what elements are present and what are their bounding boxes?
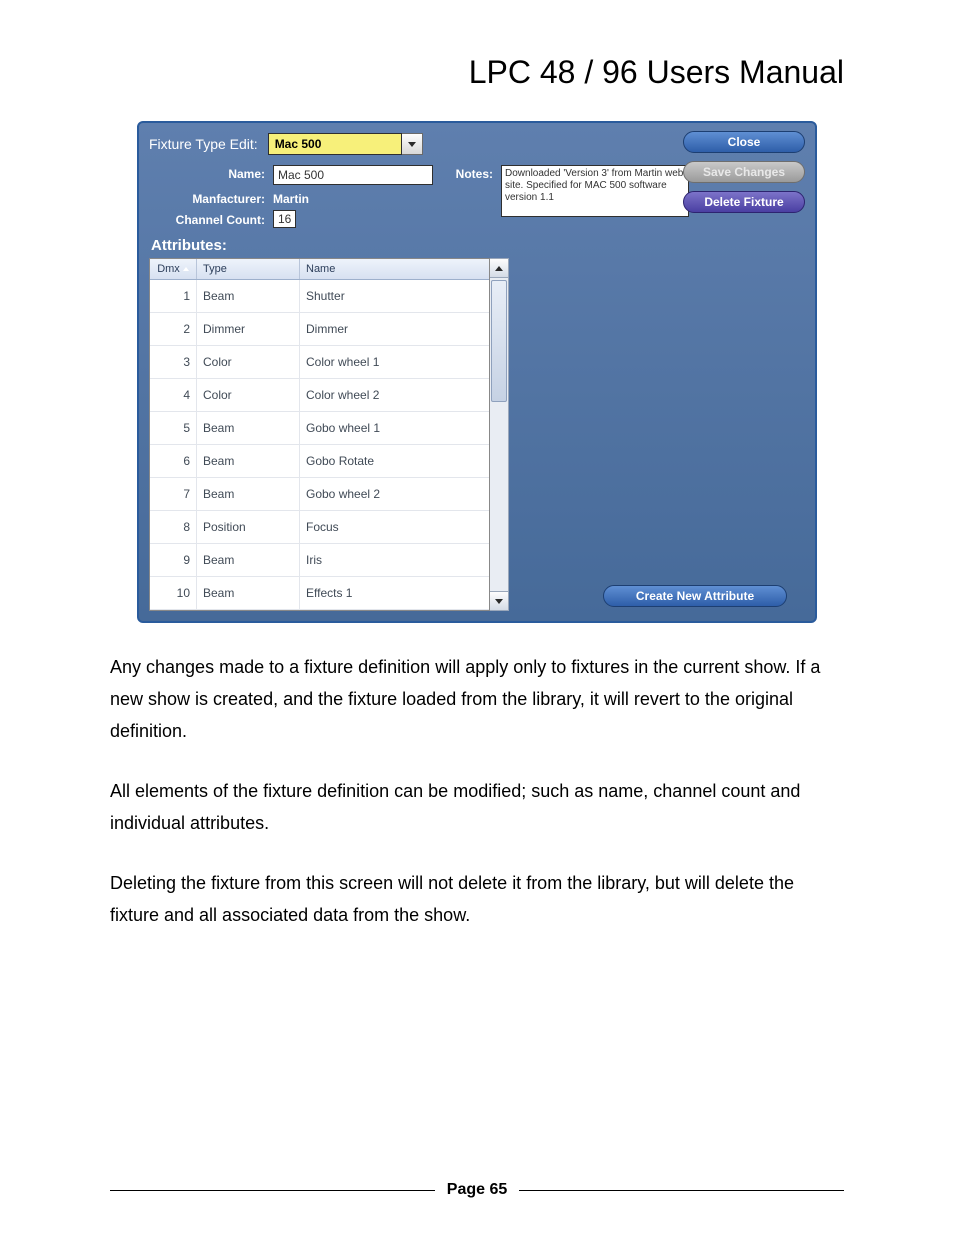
col-name[interactable]: Name [300, 259, 489, 279]
table-row[interactable]: 4ColorColor wheel 2 [150, 379, 489, 412]
footer-rule [110, 1190, 435, 1191]
page-number: Page 65 [447, 1181, 507, 1199]
save-changes-button[interactable]: Save Changes [683, 161, 805, 183]
table-row[interactable]: 2DimmerDimmer [150, 313, 489, 346]
create-attribute-button[interactable]: Create New Attribute [603, 585, 787, 607]
cell-dmx: 5 [150, 412, 197, 444]
create-attribute-wrap: Create New Attribute [603, 585, 787, 607]
cell-type: Color [197, 346, 300, 378]
cell-type: Beam [197, 280, 300, 312]
cell-name: Iris [300, 544, 489, 576]
cell-type: Position [197, 511, 300, 543]
scroll-down-button[interactable] [490, 591, 508, 610]
cell-dmx: 9 [150, 544, 197, 576]
manufacturer-value: Martin [273, 190, 433, 206]
table-row[interactable]: 6BeamGobo Rotate [150, 445, 489, 478]
fixture-dropdown[interactable]: Mac 500 [268, 133, 423, 155]
cell-name: Shutter [300, 280, 489, 312]
channel-count-input[interactable]: 16 [273, 210, 296, 228]
cell-dmx: 10 [150, 577, 197, 609]
name-input[interactable]: Mac 500 [273, 165, 433, 185]
close-button[interactable]: Close [683, 131, 805, 153]
notes-textarea[interactable]: Downloaded 'Version 3' from Martin web s… [501, 165, 689, 217]
cell-type: Beam [197, 445, 300, 477]
table-scrollbar[interactable] [490, 258, 509, 611]
cell-dmx: 4 [150, 379, 197, 411]
cell-dmx: 7 [150, 478, 197, 510]
triangle-up-icon [495, 266, 503, 271]
table-header: Dmx Type Name [150, 259, 489, 280]
table-row[interactable]: 1BeamShutter [150, 280, 489, 313]
cell-dmx: 2 [150, 313, 197, 345]
name-label: Name: [149, 165, 269, 181]
paragraph: Any changes made to a fixture definition… [110, 651, 844, 747]
window-title: Fixture Type Edit: [149, 136, 258, 152]
body-text: Any changes made to a fixture definition… [110, 651, 844, 931]
fixture-dropdown-button[interactable] [402, 133, 423, 155]
document-title: LPC 48 / 96 Users Manual [110, 54, 844, 91]
scroll-track[interactable] [490, 278, 508, 591]
attributes-table: Dmx Type Name 1BeamShutter2DimmerDimmer3… [149, 258, 490, 611]
scroll-thumb[interactable] [491, 280, 507, 402]
notes-label: Notes: [437, 165, 497, 181]
cell-dmx: 6 [150, 445, 197, 477]
col-type[interactable]: Type [197, 259, 300, 279]
cell-name: Gobo wheel 1 [300, 412, 489, 444]
cell-type: Beam [197, 478, 300, 510]
cell-name: Effects 1 [300, 577, 489, 609]
table-row[interactable]: 9BeamIris [150, 544, 489, 577]
table-row[interactable]: 8PositionFocus [150, 511, 489, 544]
cell-type: Beam [197, 412, 300, 444]
cell-type: Color [197, 379, 300, 411]
sort-asc-icon [183, 267, 189, 271]
cell-dmx: 1 [150, 280, 197, 312]
cell-name: Focus [300, 511, 489, 543]
table-row[interactable]: 3ColorColor wheel 1 [150, 346, 489, 379]
table-row[interactable]: 10BeamEffects 1 [150, 577, 489, 610]
attributes-table-wrap: Dmx Type Name 1BeamShutter2DimmerDimmer3… [149, 258, 509, 611]
cell-name: Dimmer [300, 313, 489, 345]
table-row[interactable]: 7BeamGobo wheel 2 [150, 478, 489, 511]
cell-name: Gobo Rotate [300, 445, 489, 477]
channel-count-label: Channel Count: [149, 211, 269, 227]
cell-type: Dimmer [197, 313, 300, 345]
triangle-down-icon [495, 599, 503, 604]
manual-page: LPC 48 / 96 Users Manual Fixture Type Ed… [0, 0, 954, 1235]
fixture-dropdown-value: Mac 500 [268, 133, 402, 155]
cell-dmx: 8 [150, 511, 197, 543]
table-row[interactable]: 5BeamGobo wheel 1 [150, 412, 489, 445]
paragraph: Deleting the fixture from this screen wi… [110, 867, 844, 931]
chevron-down-icon [408, 142, 416, 147]
cell-name: Color wheel 1 [300, 346, 489, 378]
cell-name: Color wheel 2 [300, 379, 489, 411]
delete-fixture-button[interactable]: Delete Fixture [683, 191, 805, 213]
footer-rule [519, 1190, 844, 1191]
col-dmx[interactable]: Dmx [150, 259, 197, 279]
paragraph: All elements of the fixture definition c… [110, 775, 844, 839]
scroll-up-button[interactable] [490, 259, 508, 278]
cell-name: Gobo wheel 2 [300, 478, 489, 510]
manufacturer-label: Manfacturer: [149, 190, 269, 206]
table-body: 1BeamShutter2DimmerDimmer3ColorColor whe… [150, 280, 489, 610]
cell-type: Beam [197, 577, 300, 609]
fixture-edit-window: Fixture Type Edit: Mac 500 Close Save Ch… [137, 121, 817, 623]
attributes-heading: Attributes: [151, 237, 805, 254]
window-action-buttons: Close Save Changes Delete Fixture [683, 131, 805, 213]
cell-type: Beam [197, 544, 300, 576]
page-footer: Page 65 [110, 1181, 844, 1199]
cell-dmx: 3 [150, 346, 197, 378]
